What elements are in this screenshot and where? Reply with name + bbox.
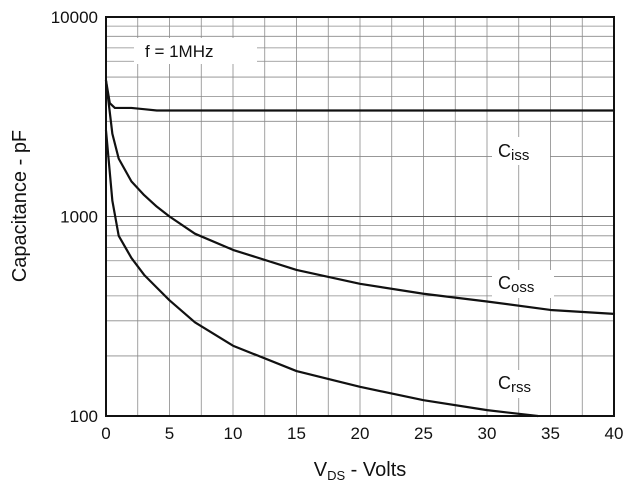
x-tick-label: 20: [351, 424, 370, 443]
coss-label-sub: oss: [511, 279, 534, 296]
x-tick-label: 10: [224, 424, 243, 443]
series-label-ciss: Ciss: [492, 137, 550, 165]
grid-layer: [106, 17, 614, 416]
ciss-label-main: C: [498, 141, 511, 161]
series-label-coss-bg: [492, 270, 554, 298]
series-line-ciss: [104, 79, 616, 112]
tick-labels: 0 5 10 15 20 25 30 35 40 100 1000 10000: [51, 8, 624, 443]
series-line-coss: [104, 79, 616, 315]
plot-frame: [105, 16, 615, 417]
x-tick-label: 0: [101, 424, 110, 443]
x-tick-label: 40: [605, 424, 624, 443]
series-layer: [104, 79, 616, 418]
series-label-coss-text: Coss: [498, 273, 534, 296]
crss-label-sub: rss: [511, 379, 531, 396]
series-line-crss: [104, 129, 539, 418]
x-axis-title: VDS - Volts: [314, 459, 407, 483]
series-label-ciss-bg: [492, 137, 550, 165]
frequency-annotation: f = 1MHz: [134, 38, 257, 64]
annotation-background: [134, 38, 257, 64]
y-tick-label: 10000: [51, 8, 98, 27]
x-axis-title-main: V: [314, 459, 328, 481]
x-tick-label: 15: [287, 424, 306, 443]
series-label-ciss-text: Ciss: [498, 141, 529, 164]
x-tick-label: 5: [165, 424, 174, 443]
crss-label-main: C: [498, 373, 511, 393]
x-tick-label: 35: [541, 424, 560, 443]
y-tick-label: 100: [70, 407, 98, 426]
series-label-crss: Crss: [492, 370, 550, 398]
series-label-coss: Coss: [492, 270, 554, 298]
series-label-crss-text: Crss: [498, 373, 531, 396]
y-axis-title: Capacitance - pF: [9, 130, 31, 282]
ciss-label-sub: iss: [511, 147, 529, 164]
annotation-text: f = 1MHz: [145, 42, 214, 61]
series-label-crss-bg: [492, 370, 550, 398]
x-axis-title-sub: DS: [327, 468, 345, 483]
x-tick-label: 30: [478, 424, 497, 443]
y-tick-label: 1000: [60, 208, 98, 227]
x-tick-label: 25: [414, 424, 433, 443]
x-axis-title-rest: - Volts: [345, 459, 406, 481]
coss-label-main: C: [498, 273, 511, 293]
